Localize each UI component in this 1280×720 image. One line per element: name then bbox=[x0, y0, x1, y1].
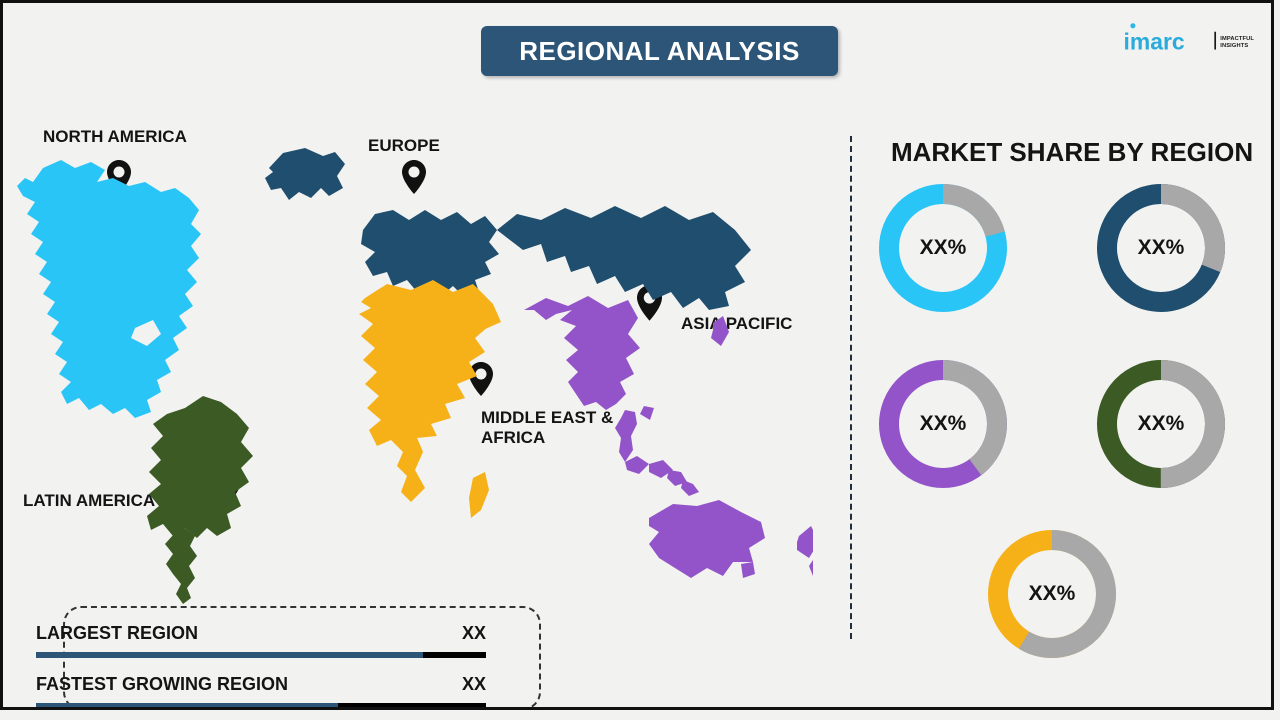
svg-text:imarc: imarc bbox=[1124, 29, 1185, 55]
svg-text:IMPACTFUL: IMPACTFUL bbox=[1220, 36, 1254, 42]
svg-text:INSIGHTS: INSIGHTS bbox=[1220, 43, 1248, 49]
